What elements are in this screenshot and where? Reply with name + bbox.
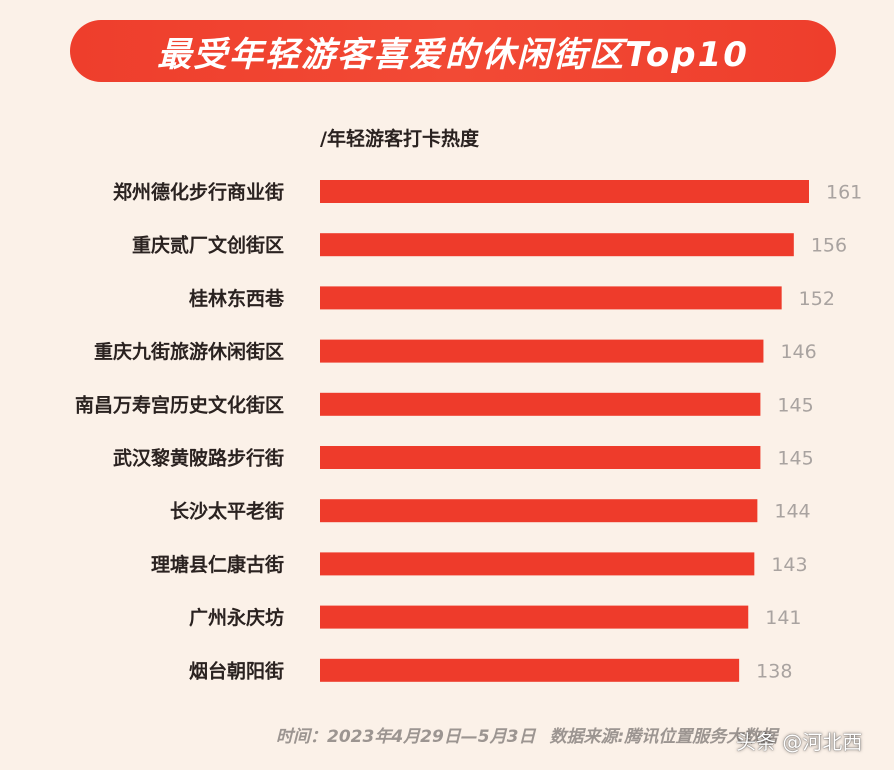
category-label: 理塘县仁康古街: [151, 553, 284, 576]
value-label: 143: [771, 554, 807, 576]
bar: [320, 658, 740, 682]
bar: [320, 392, 761, 416]
value-label: 138: [756, 660, 792, 682]
value-label: 145: [777, 394, 813, 416]
bar: [320, 446, 761, 469]
bar: [320, 339, 764, 363]
footer-time-label: 时间：: [276, 727, 327, 747]
bar: [320, 605, 749, 629]
category-label: 桂林东西巷: [188, 287, 285, 310]
bar: [320, 499, 758, 523]
category-label: 武汉黎黄陂路步行街: [113, 447, 284, 470]
category-label: 烟台朝阳街: [189, 659, 284, 682]
value-label: 156: [811, 235, 847, 257]
chart-title: 最受年轻游客喜爱的休闲街区Top10: [70, 20, 836, 82]
category-label: 长沙太平老街: [170, 500, 284, 523]
metric-label: /年轻游客打卡热度: [320, 128, 479, 150]
bar: [320, 552, 755, 576]
category-label: 郑州德化步行商业街: [113, 181, 284, 204]
category-label: 广州永庆坊: [189, 606, 284, 629]
value-label: 161: [826, 182, 862, 204]
value-label: 144: [774, 501, 810, 523]
bar: [320, 286, 782, 310]
category-label: 重庆九街旅游休闲街区: [94, 340, 284, 363]
value-label: 141: [765, 607, 801, 629]
footer-source-value: 腾讯位置服务大数据: [624, 727, 778, 747]
watermark: 头条 @河北西: [736, 730, 863, 754]
bar: [320, 180, 809, 203]
value-label: 146: [780, 341, 816, 363]
category-label: 南昌万寿宫历史文化街区: [75, 393, 284, 416]
value-label: 152: [799, 288, 835, 310]
category-label: 重庆贰厂文创街区: [132, 234, 284, 257]
bar: [320, 233, 794, 257]
footer-time-value: 2023年4月29日—5月3日: [327, 727, 536, 747]
footer: 时间：2023年4月29日—5月3日 数据来源:腾讯位置服务大数据: [276, 722, 777, 747]
footer-source-label: 数据来源:: [549, 727, 625, 747]
value-label: 145: [777, 448, 813, 470]
